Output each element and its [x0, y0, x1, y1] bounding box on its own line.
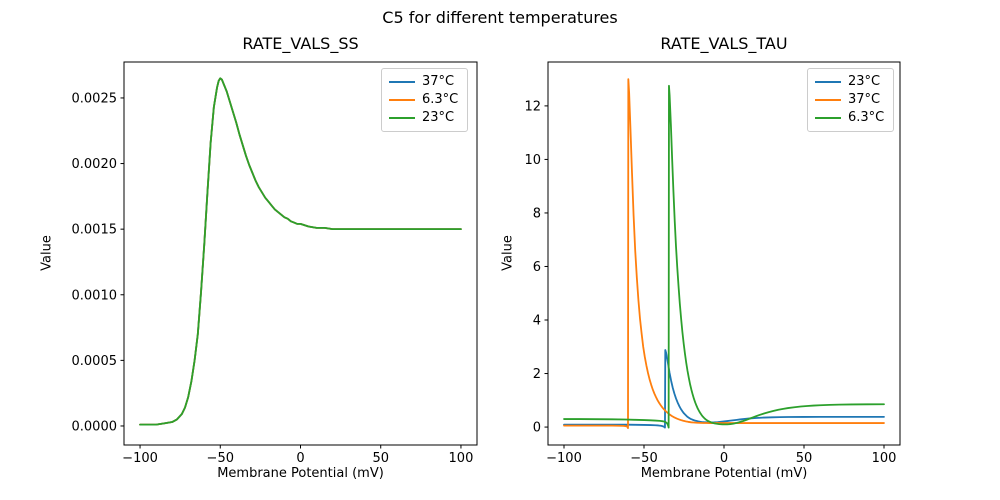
- subplot-title-ss: RATE_VALS_SS: [242, 34, 359, 53]
- x-tick-label: −50: [207, 451, 234, 466]
- legend-line-swatch: [389, 117, 415, 119]
- y-tick-label: 12: [524, 99, 541, 114]
- legend-label: 23°C: [422, 110, 455, 125]
- y-tick-label: 6: [533, 260, 541, 275]
- y-tick-label: 0.0025: [72, 91, 118, 106]
- x-tick-label: −50: [630, 451, 657, 466]
- y-tick-label: 2: [533, 367, 541, 382]
- y-axis-label-tau: Value: [500, 235, 516, 271]
- y-tick-label: 0: [533, 421, 541, 436]
- legend-entry: 6.3°C: [389, 92, 460, 108]
- y-tick-label: 4: [533, 314, 541, 329]
- x-tick-label: 0: [720, 451, 728, 466]
- legend-entry: 23°C: [815, 74, 886, 90]
- x-tick-label: 100: [872, 451, 897, 466]
- series-line-23°C: [563, 349, 885, 429]
- y-tick-label: 0.0010: [72, 288, 118, 303]
- series-line-6.3°C: [563, 84, 885, 429]
- y-tick-label: 10: [524, 153, 541, 168]
- legend-label: 23°C: [848, 74, 881, 89]
- series-line-37°C: [563, 78, 885, 430]
- x-tick-label: −100: [122, 451, 158, 466]
- x-tick-label: −100: [546, 451, 582, 466]
- x-tick-label: 50: [796, 451, 813, 466]
- x-axis-label-tau: Membrane Potential (mV): [640, 466, 808, 481]
- y-tick-label: 8: [533, 206, 541, 221]
- legend-tau: 23°C 37°C 6.3°C: [807, 68, 894, 132]
- y-tick-label: 0.0005: [72, 354, 118, 369]
- x-tick-label: 100: [449, 451, 474, 466]
- legend-line-swatch: [815, 117, 841, 119]
- axes-0: −100 −50 0 50 100 0.0000 0.0005 0.0010 0.0015 0.0…: [72, 61, 478, 466]
- legend-ss: 37°C 6.3°C 23°C: [381, 68, 468, 132]
- legend-entry: 23°C: [389, 110, 460, 126]
- legend-label: 6.3°C: [422, 92, 459, 107]
- legend-entry: 37°C: [815, 92, 886, 108]
- legend-entry: 6.3°C: [815, 110, 886, 126]
- legend-line-swatch: [389, 81, 415, 83]
- y-axis-label-ss: Value: [39, 235, 55, 271]
- series-line-23°C: [139, 77, 462, 426]
- axes-frame: [547, 61, 901, 446]
- legend-label: 37°C: [848, 92, 881, 107]
- y-tick-label: 0.0015: [72, 223, 118, 238]
- x-tick-label: 50: [372, 451, 389, 466]
- figure-suptitle: C5 for different temperatures: [382, 8, 618, 27]
- legend-entry: 37°C: [389, 74, 460, 90]
- y-tick-label: 0.0000: [72, 419, 118, 434]
- legend-line-swatch: [815, 99, 841, 101]
- legend-line-swatch: [815, 81, 841, 83]
- x-axis-label-ss: Membrane Potential (mV): [217, 466, 384, 481]
- axes-1: −100 −50 0 50 100 0 2 4 6 8 10 12: [524, 61, 901, 466]
- legend-line-swatch: [389, 99, 415, 101]
- x-tick-label: 0: [296, 451, 304, 466]
- y-tick-label: 0.0020: [72, 157, 118, 172]
- axes-frame: [123, 61, 478, 446]
- legend-label: 37°C: [422, 74, 455, 89]
- subplot-title-tau: RATE_VALS_TAU: [660, 34, 788, 53]
- legend-label: 6.3°C: [848, 110, 885, 125]
